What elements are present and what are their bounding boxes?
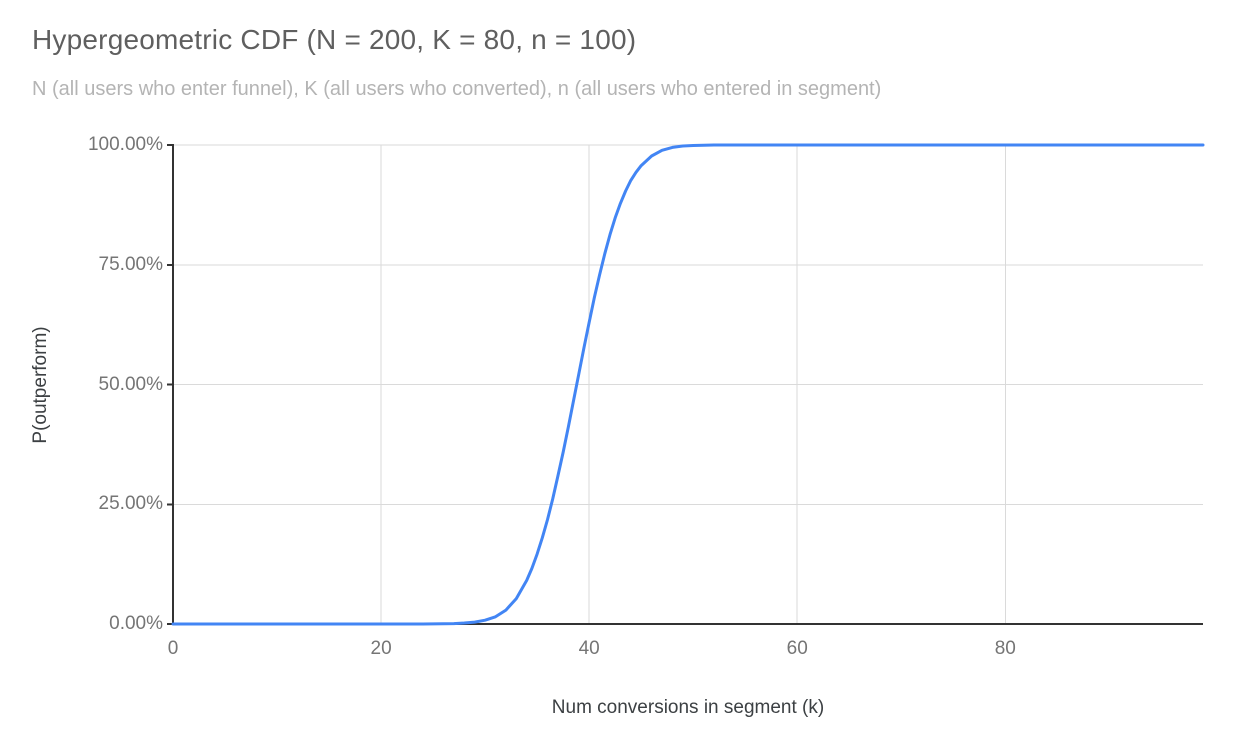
y-tick-label: 50.00%: [98, 373, 163, 395]
x-axis-title: Num conversions in segment (k): [551, 697, 825, 718]
y-tick-label: 75.00%: [98, 253, 163, 275]
y-tick-label: 100.00%: [87, 134, 163, 155]
x-tick-label: 20: [370, 638, 392, 659]
x-tick-label: 80: [994, 638, 1016, 659]
y-tick-label: 0.00%: [109, 613, 163, 634]
chart-subtitle: N (all users who enter funnel), K (all u…: [32, 78, 882, 100]
cdf-curve: [171, 143, 1205, 626]
chart-title: Hypergeometric CDF (N = 200, K = 80, n =…: [32, 24, 637, 55]
y-tick-label: 25.00%: [98, 493, 163, 515]
x-tick-label: 40: [578, 638, 600, 659]
x-tick-label: 60: [786, 638, 808, 659]
x-tick-label: 0: [167, 638, 179, 659]
